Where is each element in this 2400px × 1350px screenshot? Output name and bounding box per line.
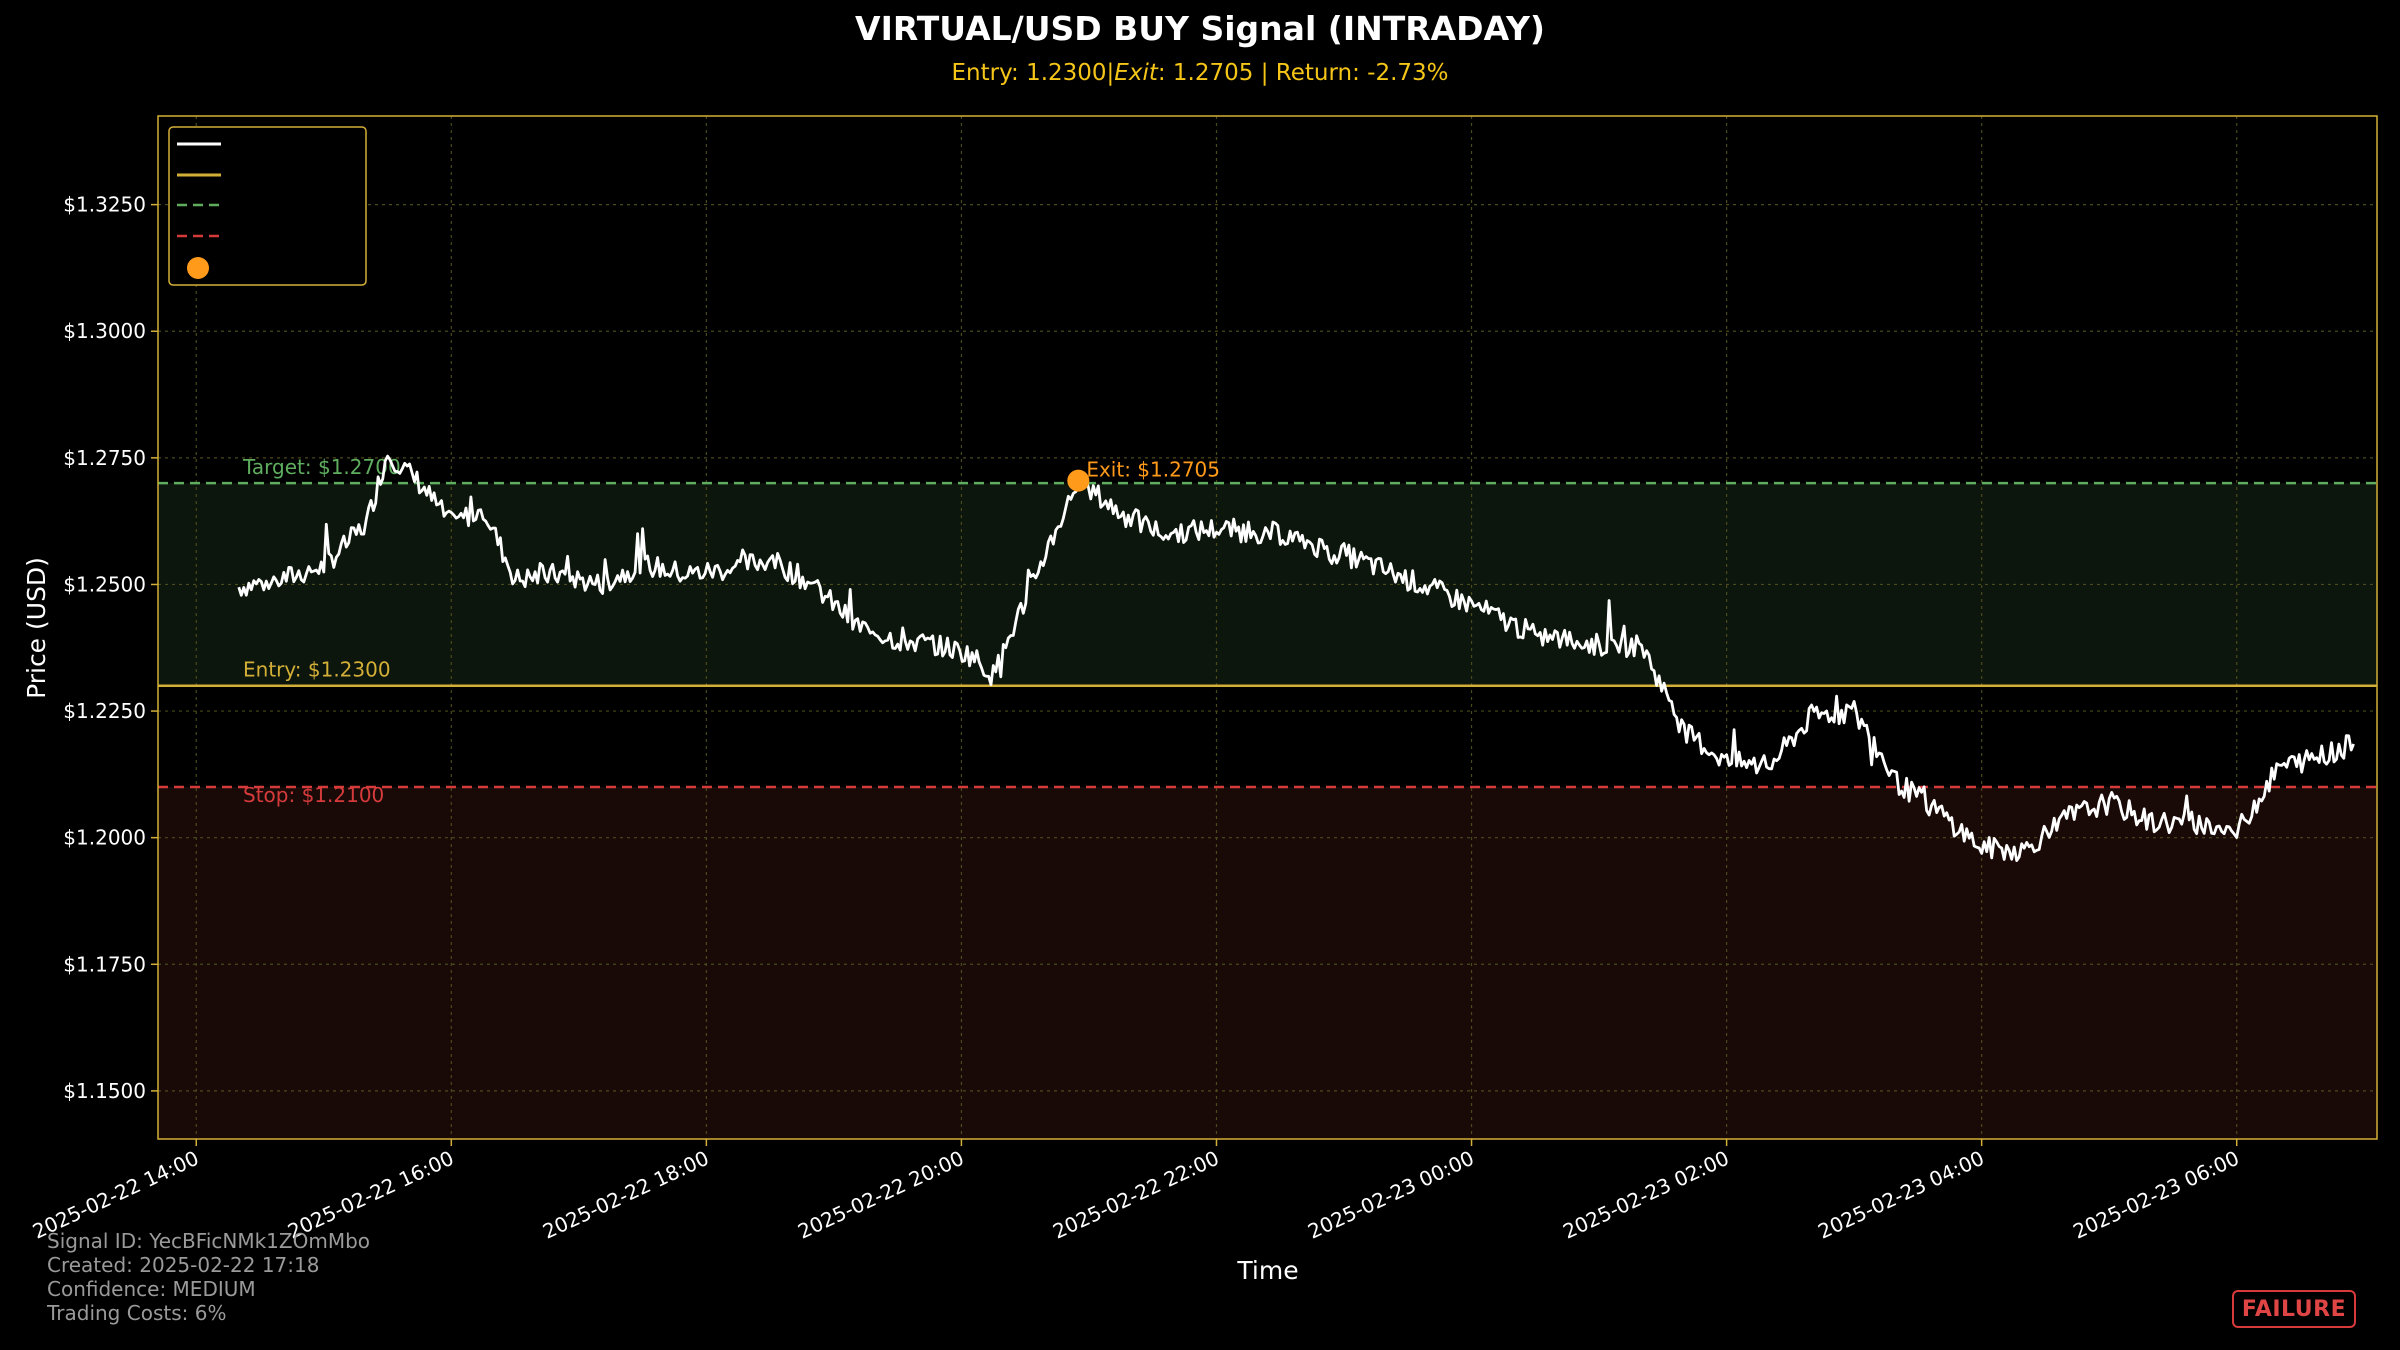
y-tick-label: $1.1500 — [63, 1079, 146, 1103]
y-tick-label: $1.2750 — [63, 446, 146, 470]
exit-point — [1067, 469, 1090, 492]
subtitle-lead: Entry: 1.2300| — [951, 60, 1114, 86]
marks-layer: Exit: $1.2705 — [1067, 458, 1220, 492]
y-tick-label: $1.1750 — [63, 952, 146, 976]
x-tick-label: 2025-02-22 18:00 — [539, 1146, 712, 1244]
subtitle-tail: : 1.2705 | Return: -2.73% — [1158, 60, 1449, 86]
stop-zone — [158, 787, 2377, 1139]
target-label: Target: $1.2700 — [242, 455, 401, 479]
y-tick-label: $1.2000 — [63, 826, 146, 850]
target-zone — [158, 483, 2377, 686]
levels-layer: Target: $1.2700 Entry: $1.2300 Stop: $1.21… — [158, 455, 2377, 807]
chart-subtitle: Entry: 1.2300|Exit: 1.2705 | Return: -2.… — [951, 60, 1448, 86]
x-tick-label: 2025-02-22 20:00 — [794, 1146, 967, 1244]
y-tick-label: $1.3250 — [63, 193, 146, 217]
status-badge: FAILURE — [2232, 1290, 2356, 1328]
footer-confidence: Confidence: MEDIUM — [47, 1277, 256, 1301]
stop-label: Stop: $1.2100 — [243, 783, 384, 807]
footer-created: Created: 2025-02-22 17:18 — [47, 1253, 320, 1277]
grid-layer — [158, 116, 2377, 1139]
x-axis: 2025-02-22 14:00 2025-02-22 16:00 2025-02-… — [29, 1139, 2243, 1244]
plot-frame — [157, 115, 2378, 1140]
y-tick-label: $1.2500 — [63, 572, 146, 596]
x-tick-label: 2025-02-22 22:00 — [1049, 1146, 1222, 1244]
x-tick-label: 2025-02-23 00:00 — [1304, 1146, 1477, 1244]
entry-label: Entry: $1.2300 — [243, 658, 391, 682]
y-tick-label: $1.2250 — [63, 699, 146, 723]
series-layer — [237, 454, 2355, 862]
legend — [168, 126, 367, 286]
x-tick-label: 2025-02-23 04:00 — [1814, 1146, 1987, 1244]
y-axis-label: Price (USD) — [22, 557, 51, 699]
x-tick-label: 2025-02-23 06:00 — [2069, 1146, 2242, 1244]
x-axis-label: Time — [1236, 1256, 1298, 1285]
legend-box — [168, 126, 367, 286]
footer-trading-costs: Trading Costs: 6% — [47, 1301, 227, 1325]
y-axis: $1.1500 $1.1750 $1.2000 $1.2250 $1.2500 $1.27… — [63, 193, 158, 1103]
footer-signal-id: Signal ID: YecBFicNMk1ZOmMbo — [47, 1229, 371, 1253]
zones-layer — [158, 483, 2377, 1139]
legend-exit-swatch — [187, 257, 209, 279]
chart-title: VIRTUAL/USD BUY Signal (INTRADAY) — [855, 9, 1545, 48]
price-line — [237, 454, 2355, 862]
exit-label: Exit: $1.2705 — [1086, 458, 1220, 482]
y-tick-label: $1.3000 — [63, 319, 146, 343]
x-tick-label: 2025-02-23 02:00 — [1559, 1146, 1732, 1244]
subtitle-italic: Exit — [1114, 60, 1159, 86]
